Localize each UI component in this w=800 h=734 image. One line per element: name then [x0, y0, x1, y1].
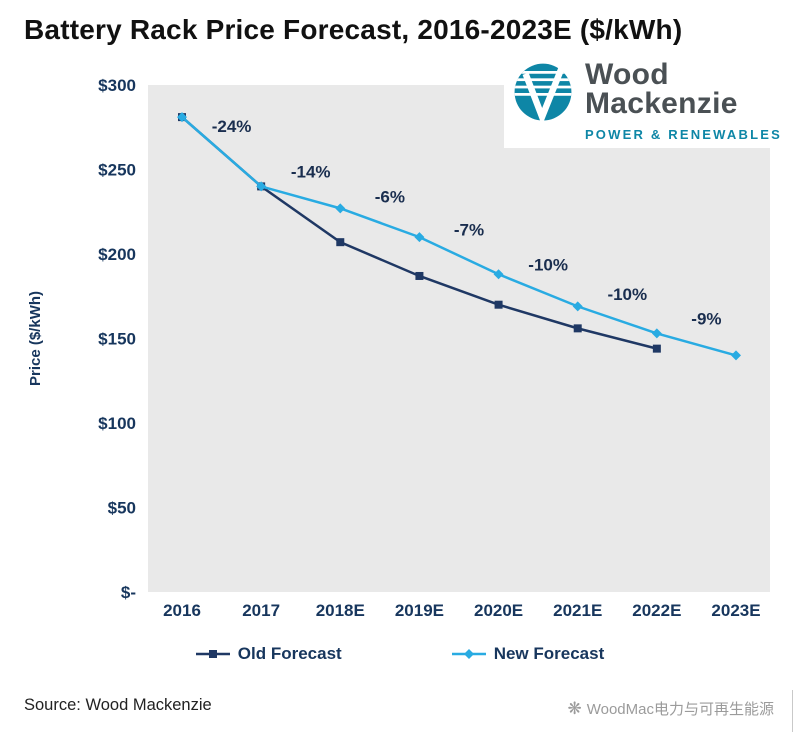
woodmac-mark-icon: ❋ [567, 699, 582, 718]
square-marker [336, 238, 345, 247]
page-title: Battery Rack Price Forecast, 2016-2023E … [24, 14, 683, 45]
legend-label-new: New Forecast [493, 644, 605, 663]
logo-tagline: POWER & RENEWABLES [584, 126, 782, 142]
new-forecast-line [181, 116, 737, 357]
x-tick-label: 2017 [242, 601, 280, 620]
logo-name-line2: Mackenzie [584, 87, 738, 121]
wechat-footer: ❋ WoodMac电力与可再生能源 [567, 698, 774, 719]
y-tick-label: $300 [98, 76, 136, 95]
x-tick-label: 2019E [395, 601, 444, 620]
y-tick-label: $100 [98, 414, 136, 433]
woodmac-logo: Wood Mackenzie POWER & RENEWABLES [503, 58, 786, 148]
source-text: Source: Wood Mackenzie [24, 696, 212, 714]
square-marker [494, 300, 503, 309]
pct-change-label: -9% [691, 309, 721, 328]
square-marker [573, 324, 582, 333]
diamond-marker [572, 301, 583, 312]
pct-change-label: -14% [291, 162, 331, 181]
y-tick-label: $- [121, 583, 136, 602]
y-tick-label: $150 [98, 330, 136, 349]
square-marker [415, 271, 424, 280]
plot-area [148, 85, 770, 592]
wechat-account-name: WoodMac电力与可再生能源 [586, 701, 774, 718]
right-edge-divider [792, 690, 793, 732]
x-tick-label: 2018E [316, 601, 365, 620]
diamond-marker [256, 181, 267, 192]
y-tick-label: $250 [98, 161, 136, 180]
diamond-marker [335, 203, 346, 214]
chart-legend: Old Forecast New Forecast [0, 644, 800, 664]
diamond-marker [731, 350, 741, 361]
logo-name-line1: Wood [584, 58, 669, 91]
woodmac-logo-text: Wood Mackenzie POWER & RENEWABLES [584, 58, 782, 142]
legend-item-old-forecast: Old Forecast [195, 644, 342, 664]
diamond-marker [414, 232, 425, 243]
legend-label-old: Old Forecast [237, 644, 342, 663]
woodmac-logo-icon [514, 63, 572, 126]
pct-change-label: -24% [212, 117, 252, 136]
legend-item-new-forecast: New Forecast [451, 644, 605, 664]
x-tick-label: 2016 [163, 601, 201, 620]
pct-change-label: -10% [607, 285, 647, 304]
legend-diamond-marker [463, 649, 474, 659]
diamond-marker [651, 328, 662, 339]
y-axis-title: Price ($/kWh) [27, 291, 44, 386]
new-forecast-marker-icon [451, 649, 486, 659]
pct-change-label: -6% [375, 188, 405, 207]
y-tick-label: $200 [98, 245, 136, 264]
x-tick-label: 2020E [474, 601, 523, 620]
old-forecast-marker-icon [195, 650, 230, 658]
x-tick-label: 2022E [632, 601, 681, 620]
pct-change-label: -10% [528, 255, 568, 274]
y-tick-label: $50 [108, 499, 136, 518]
diamond-marker [177, 112, 187, 123]
x-tick-label: 2023E [711, 601, 760, 620]
legend-square-marker [208, 650, 217, 658]
square-marker [652, 344, 661, 353]
diamond-marker [493, 269, 504, 280]
x-tick-label: 2021E [553, 601, 602, 620]
pct-change-label: -7% [454, 221, 484, 240]
